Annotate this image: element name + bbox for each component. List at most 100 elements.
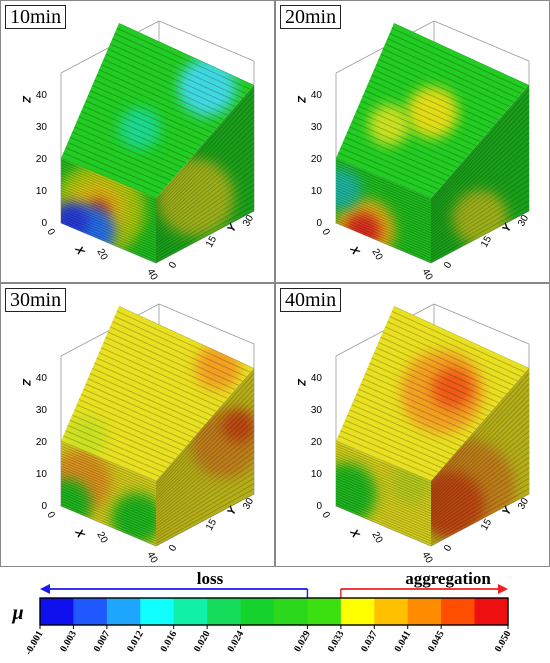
x-tick-label: 0 bbox=[319, 510, 332, 521]
bead-row bbox=[336, 187, 431, 229]
bead-row bbox=[336, 493, 431, 534]
bead-row bbox=[387, 38, 518, 99]
bead-row bbox=[61, 488, 156, 529]
face-shade bbox=[61, 441, 156, 546]
bead-row bbox=[156, 121, 254, 218]
bead-row bbox=[336, 460, 431, 502]
color-patch bbox=[156, 158, 235, 237]
bead-row bbox=[431, 451, 529, 525]
bead-row bbox=[336, 455, 431, 497]
bead-row bbox=[367, 367, 484, 421]
bead-row bbox=[373, 352, 496, 408]
bead-row bbox=[431, 200, 529, 259]
bead-row bbox=[156, 399, 254, 498]
z-tick-label: 0 bbox=[316, 218, 322, 229]
bead-row bbox=[336, 465, 431, 507]
bead-row bbox=[74, 126, 179, 173]
bead-row bbox=[61, 455, 156, 497]
panel-10min: 0 10 20 30 40 Z 0 20 40 X 0 15 30 Y 10min bbox=[0, 0, 275, 283]
bead-row bbox=[92, 367, 209, 421]
colorbar-segment bbox=[40, 598, 74, 625]
bead-row bbox=[336, 197, 431, 239]
face-shade bbox=[156, 368, 254, 546]
color-patch bbox=[178, 58, 236, 117]
bead-row bbox=[61, 500, 156, 542]
bead-row bbox=[431, 372, 529, 485]
bead-row bbox=[156, 488, 254, 544]
bead-row bbox=[76, 404, 183, 452]
bead-row bbox=[336, 448, 431, 489]
face-front bbox=[336, 441, 431, 546]
colorbar-tick-label: 0.003 bbox=[58, 629, 79, 654]
bead-row bbox=[358, 388, 469, 438]
bead-row bbox=[61, 175, 156, 216]
bead-row bbox=[431, 110, 529, 212]
bead-row bbox=[105, 336, 232, 395]
bead-row bbox=[156, 420, 254, 509]
figure-grid: 0 10 20 30 40 Z 0 20 40 X 0 15 30 Y 10min 0 10 20 30 40 Z 0… bbox=[0, 0, 550, 567]
bead-row bbox=[431, 205, 529, 261]
bead-row bbox=[156, 435, 254, 517]
bead-row bbox=[358, 105, 469, 155]
bead-row bbox=[391, 310, 526, 373]
y-tick-label: 15 bbox=[204, 517, 219, 533]
bead-row bbox=[83, 388, 194, 438]
bead-row bbox=[336, 215, 431, 256]
bead-row bbox=[61, 190, 156, 231]
bead-row bbox=[355, 393, 466, 443]
bead-row bbox=[61, 180, 156, 221]
colorbar-segment bbox=[140, 598, 175, 625]
x-axis-label: X bbox=[347, 244, 362, 258]
bead-row bbox=[80, 393, 191, 443]
bead-row bbox=[156, 441, 254, 520]
bead-row bbox=[156, 131, 254, 223]
bead-row bbox=[156, 393, 254, 495]
bead-row bbox=[336, 503, 431, 544]
z-tick-label: 10 bbox=[36, 469, 48, 480]
bead-row bbox=[380, 336, 507, 395]
bead-row bbox=[112, 38, 243, 99]
bead-row bbox=[336, 192, 431, 234]
colorbar-segment bbox=[307, 598, 342, 625]
bead-row bbox=[80, 110, 191, 160]
z-tick-label: 30 bbox=[311, 405, 323, 416]
bead-row bbox=[336, 170, 431, 211]
bead-row bbox=[156, 184, 254, 250]
x-tick-label: 0 bbox=[44, 227, 57, 238]
bead-row bbox=[156, 472, 254, 536]
colorbar-segment bbox=[374, 598, 409, 625]
bead-row bbox=[156, 451, 254, 525]
bead-row bbox=[61, 170, 156, 211]
bead-row bbox=[431, 483, 529, 542]
colorbar-tick-label: 0.012 bbox=[125, 629, 146, 654]
bead-row bbox=[156, 179, 254, 248]
face-side bbox=[156, 85, 254, 263]
bead-row bbox=[116, 27, 251, 90]
bead-row bbox=[156, 163, 254, 240]
bead-row bbox=[336, 443, 431, 484]
colorbar-tick-label: 0.033 bbox=[326, 629, 347, 654]
bead-row bbox=[61, 448, 156, 489]
face-shade bbox=[431, 368, 529, 546]
bead-row bbox=[156, 456, 254, 528]
bead-row bbox=[156, 430, 254, 514]
bead-row bbox=[98, 352, 221, 408]
bead-row bbox=[61, 458, 156, 499]
colorbar-tick-label: 0.029 bbox=[292, 629, 313, 654]
bead-row bbox=[156, 409, 254, 504]
bead-row bbox=[94, 362, 213, 417]
back-edge bbox=[433, 303, 530, 345]
bead-row bbox=[156, 95, 254, 204]
color-patch bbox=[431, 471, 484, 539]
bead-row bbox=[103, 341, 228, 399]
bead-row bbox=[431, 409, 529, 504]
bead-row bbox=[61, 445, 156, 487]
bead-row bbox=[431, 425, 529, 512]
bead-row bbox=[336, 453, 431, 494]
bead-row bbox=[92, 84, 209, 138]
bead-row bbox=[431, 173, 529, 245]
color-patch bbox=[336, 168, 362, 210]
bead-row bbox=[336, 182, 431, 224]
bead-row bbox=[431, 89, 529, 202]
